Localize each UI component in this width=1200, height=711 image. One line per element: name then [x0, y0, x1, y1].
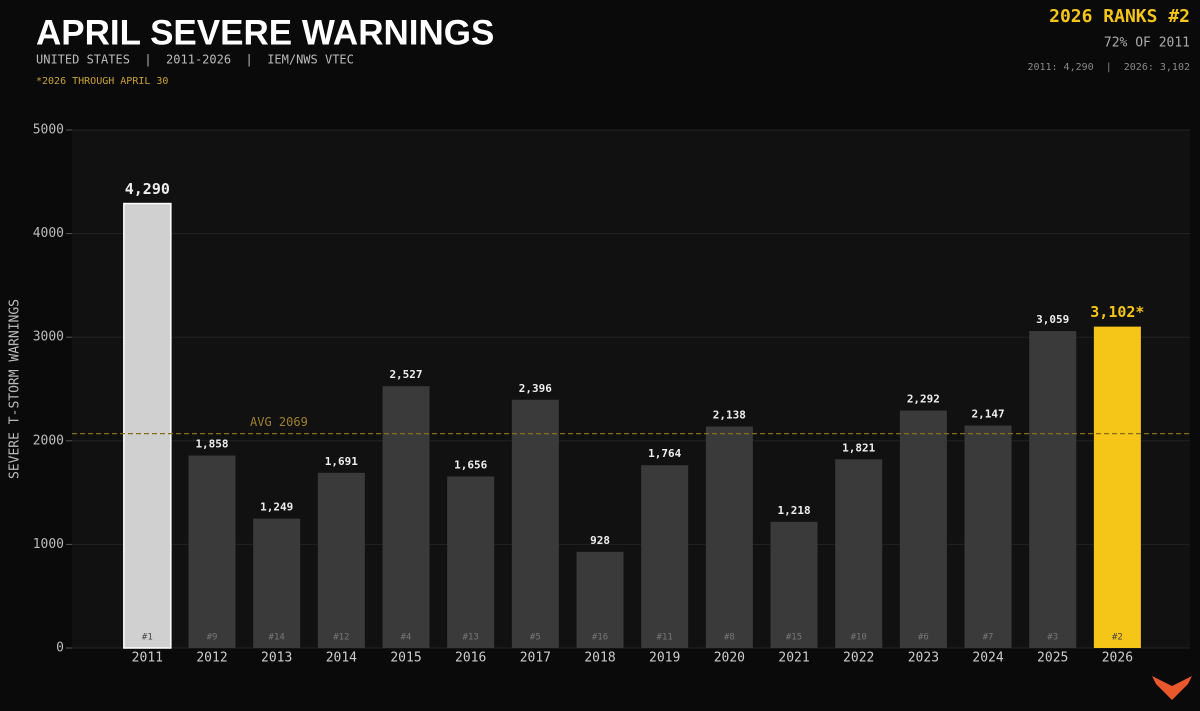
bar	[382, 386, 430, 648]
rank-label: #10	[851, 633, 867, 643]
plot-area	[72, 130, 1190, 648]
x-tick-label: 2024	[972, 651, 1003, 666]
x-tick-label: 2020	[714, 651, 745, 666]
bar	[835, 459, 883, 648]
y-tick-label: 5000	[33, 123, 64, 138]
value-label: 2,147	[971, 408, 1004, 421]
rank-label: #9	[207, 633, 218, 643]
rank-label: #3	[1047, 633, 1058, 643]
value-label: 928	[590, 534, 610, 547]
rank-label: #15	[786, 633, 802, 643]
x-tick-label: 2017	[520, 651, 551, 666]
value-label: 1,249	[260, 501, 293, 514]
rank-label: #5	[530, 633, 541, 643]
value-label: 1,858	[195, 438, 228, 451]
value-label: 2,138	[713, 409, 746, 422]
x-tick-label: 2012	[196, 651, 227, 666]
bar	[317, 472, 365, 648]
bar	[1093, 326, 1141, 648]
bar	[964, 425, 1012, 648]
y-axis-label: SEVERE T-STORM WARNINGS	[8, 299, 23, 479]
bar	[705, 426, 753, 648]
value-label: 2,396	[519, 382, 552, 395]
bar	[511, 399, 559, 648]
x-tick-label: 2011	[132, 651, 163, 666]
subtitle: UNITED STATES | 2011-2026 | IEM/NWS VTEC	[36, 53, 354, 67]
value-label: 1,691	[325, 455, 358, 468]
rank-label: #4	[401, 633, 412, 643]
logo	[1152, 676, 1192, 700]
bar	[576, 551, 624, 648]
value-label: 1,656	[454, 458, 487, 471]
rank-label: #12	[333, 633, 349, 643]
bar	[188, 455, 236, 648]
bar	[253, 518, 301, 648]
rank-label: #7	[983, 633, 994, 643]
rank-label: #16	[592, 633, 608, 643]
rank-label: #8	[724, 633, 735, 643]
rank-label: #6	[918, 633, 929, 643]
headline-detail: 2011: 4,290 | 2026: 3,102	[1027, 62, 1190, 73]
x-tick-label: 2014	[326, 651, 357, 666]
bar	[899, 410, 947, 648]
x-tick-label: 2015	[390, 651, 421, 666]
bar	[123, 202, 172, 649]
rank-label: #14	[269, 633, 285, 643]
x-tick-label: 2021	[778, 651, 809, 666]
value-label: 3,059	[1036, 313, 1069, 326]
y-tick-label: 0	[56, 641, 64, 656]
bar	[770, 521, 818, 648]
x-tick-label: 2023	[908, 651, 939, 666]
y-tick-label: 2000	[33, 433, 64, 448]
x-tick-label: 2022	[843, 651, 874, 666]
average-label: AVG 2069	[250, 415, 308, 429]
bar	[641, 465, 689, 648]
value-label: 3,102*	[1090, 303, 1144, 321]
headline-sub: 72% OF 2011	[1104, 36, 1190, 51]
value-label: 1,218	[777, 504, 810, 517]
value-label: 1,821	[842, 441, 875, 454]
y-tick-label: 3000	[33, 330, 64, 345]
value-label: 1,764	[648, 447, 681, 460]
rank-label: #2	[1112, 633, 1123, 643]
x-tick-label: 2018	[584, 651, 615, 666]
value-label: 2,292	[907, 393, 940, 406]
chart-title: APRIL SEVERE WARNINGS	[36, 13, 494, 52]
bar	[447, 476, 495, 648]
y-tick-label: 1000	[33, 537, 64, 552]
bar	[1029, 331, 1077, 648]
rank-label: #13	[463, 633, 479, 643]
headline: 2026 RANKS #2	[1049, 6, 1190, 27]
x-tick-label: 2013	[261, 651, 292, 666]
value-label: 4,290	[125, 180, 170, 198]
value-label: 2,527	[389, 368, 422, 381]
x-tick-label: 2019	[649, 651, 680, 666]
rank-label: #1	[142, 633, 153, 643]
x-tick-label: 2026	[1102, 651, 1133, 666]
x-tick-label: 2025	[1037, 651, 1068, 666]
y-tick-label: 4000	[33, 226, 64, 241]
x-tick-label: 2016	[455, 651, 486, 666]
rank-label: #11	[657, 633, 673, 643]
note: *2026 THROUGH APRIL 30	[36, 76, 168, 87]
